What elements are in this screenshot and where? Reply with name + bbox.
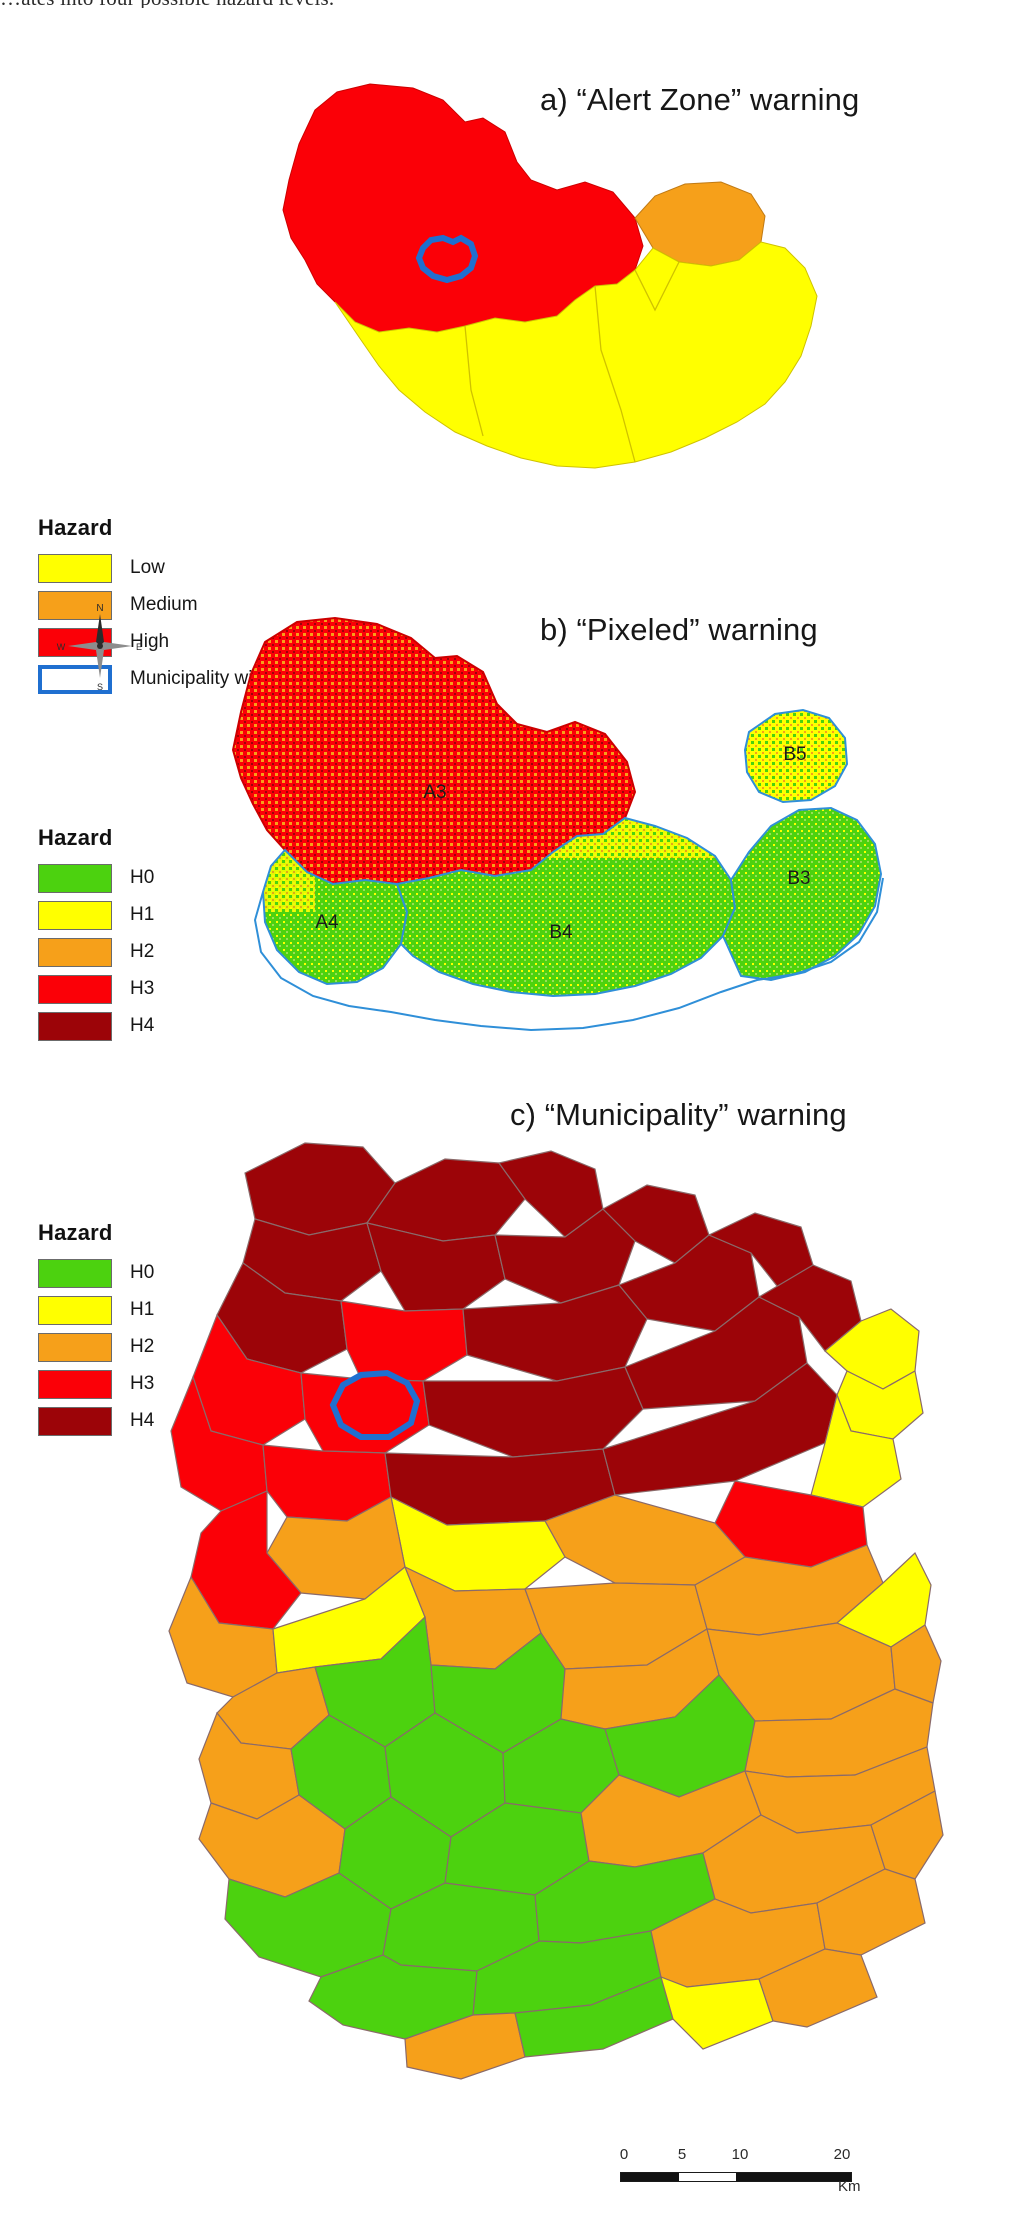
zone-b5-boundary bbox=[743, 708, 849, 804]
municipality-polygon bbox=[340, 1300, 468, 1382]
municipality-polygon bbox=[870, 1790, 944, 1880]
scale-bar-unit: Km bbox=[838, 2178, 861, 2195]
municipality-polygon bbox=[618, 1234, 760, 1332]
legend-label-h1-c: H1 bbox=[130, 1299, 155, 1320]
scale-seg-dark-1 bbox=[621, 2173, 679, 2181]
municipality-polygon bbox=[660, 1976, 774, 2050]
page-cut-text: …ates into four possible hazard levels. bbox=[0, 0, 1020, 8]
legend-label-high: High bbox=[130, 631, 170, 652]
zone-a4-boundary bbox=[261, 848, 409, 986]
zone-b3-boundary bbox=[721, 806, 883, 982]
zone-b3-fill bbox=[723, 808, 881, 980]
legend-label-h2: H2 bbox=[130, 941, 155, 962]
municipality-polygon bbox=[366, 1222, 506, 1312]
legend-item-h2: H2 bbox=[38, 935, 154, 969]
legend-item-h4-c: H4 bbox=[38, 1404, 154, 1438]
swatch-h1-c bbox=[38, 1295, 112, 1325]
municipality-polygon bbox=[422, 1366, 644, 1458]
legend-label-h1: H1 bbox=[130, 904, 155, 925]
swatch-low bbox=[38, 553, 112, 583]
scale-tick-10: 10 bbox=[731, 2146, 749, 2163]
legend-a-title: Hazard bbox=[38, 515, 113, 540]
swatch-h0-c bbox=[38, 1258, 112, 1288]
legend-label-h0-c: H0 bbox=[130, 1262, 155, 1283]
scale-bar: 0 5 10 20 Km bbox=[620, 2146, 870, 2208]
outer-boundary-b bbox=[253, 877, 884, 1032]
swatch-h2-c bbox=[38, 1332, 112, 1362]
zone-low-a bbox=[334, 241, 818, 469]
svg-text:S: S bbox=[97, 682, 103, 692]
legend-item-h1: H1 bbox=[38, 898, 154, 932]
scale-tick-5: 5 bbox=[677, 2146, 687, 2163]
map-alert-zone[interactable] bbox=[165, 70, 865, 540]
panel-pixeled: b) “Pixeled” warning N S E W bbox=[0, 590, 1020, 1060]
legend-municipality: Hazard H0 H1 H2 H3 H4 bbox=[38, 1220, 154, 1441]
svg-text:N: N bbox=[96, 603, 103, 614]
municipality-polygon bbox=[758, 1948, 878, 2028]
swatch-h4 bbox=[38, 1011, 112, 1041]
scale-tick-0: 0 bbox=[619, 2146, 629, 2163]
scale-seg-dark-2 bbox=[736, 2173, 851, 2181]
compass-rose-icon: N S E W bbox=[52, 598, 148, 694]
municipality-polygon bbox=[462, 1284, 648, 1382]
zone-label-b5: B5 bbox=[783, 744, 806, 765]
legend-item-h3-c: H3 bbox=[38, 1367, 154, 1401]
panel-a-title: a) “Alert Zone” warning bbox=[540, 82, 860, 117]
legend-item-h0-c: H0 bbox=[38, 1256, 154, 1290]
legend-item-low: Low bbox=[38, 551, 358, 585]
zone-label-b3: B3 bbox=[787, 868, 810, 889]
legend-item-h2-c: H2 bbox=[38, 1330, 154, 1364]
legend-label-h4-c: H4 bbox=[130, 1410, 155, 1431]
municipality-with-landslides-outline-c bbox=[329, 1369, 421, 1440]
legend-item-h0: H0 bbox=[38, 861, 154, 895]
map-pixeled[interactable]: A3 A4 B4 B3 B5 bbox=[135, 612, 925, 1057]
map-municipality[interactable] bbox=[95, 1113, 945, 2123]
legend-label-h0: H0 bbox=[130, 867, 155, 888]
legend-label-h3-c: H3 bbox=[130, 1373, 155, 1394]
zone-label-b4: B4 bbox=[549, 922, 573, 943]
legend-label-h3: H3 bbox=[130, 978, 155, 999]
swatch-h1 bbox=[38, 900, 112, 930]
svg-text:W: W bbox=[57, 642, 66, 652]
scale-bar-graphic bbox=[620, 2172, 852, 2182]
zone-label-a4: A4 bbox=[315, 912, 339, 933]
zone-division-lines-a bbox=[464, 261, 680, 463]
zone-label-a3: A3 bbox=[423, 782, 446, 803]
legend-label-h2-c: H2 bbox=[130, 1336, 155, 1357]
municipality-with-landslides-outline-a bbox=[415, 234, 479, 284]
legend-item-medium: Medium bbox=[38, 588, 358, 622]
legend-item-h1-c: H1 bbox=[38, 1293, 154, 1327]
legend-label-h4: H4 bbox=[130, 1015, 155, 1036]
panel-b-title: b) “Pixeled” warning bbox=[540, 612, 818, 647]
legend-pixeled: Hazard H0 H1 H2 H3 H4 bbox=[38, 825, 154, 1046]
legend-label-low: Low bbox=[130, 557, 165, 578]
municipality-polygon bbox=[494, 1208, 636, 1304]
scale-seg-light-1 bbox=[678, 2173, 736, 2181]
panel-alert-zone: a) “Alert Zone” warning Hazard Low Mediu… bbox=[0, 60, 1020, 694]
panel-c-title: c) “Municipality” warning bbox=[510, 1097, 847, 1132]
swatch-h3 bbox=[38, 974, 112, 1004]
swatch-medium bbox=[38, 590, 112, 620]
legend-b-title: Hazard bbox=[38, 825, 113, 850]
legend-c-title: Hazard bbox=[38, 1220, 113, 1245]
legend-label-medium: Medium bbox=[130, 594, 198, 615]
swatch-h4-c bbox=[38, 1406, 112, 1436]
zone-b5-fill bbox=[745, 710, 847, 802]
scale-tick-20: 20 bbox=[833, 2146, 851, 2163]
municipality-polygon bbox=[890, 1624, 942, 1704]
panel-municipality: c) “Municipality” warning bbox=[0, 1075, 1020, 2216]
legend-item-h3: H3 bbox=[38, 972, 154, 1006]
swatch-h3-c bbox=[38, 1369, 112, 1399]
municipality-polygon bbox=[810, 1393, 902, 1508]
swatch-h2 bbox=[38, 937, 112, 967]
swatch-h0 bbox=[38, 863, 112, 893]
legend-item-h4: H4 bbox=[38, 1009, 154, 1043]
svg-text:E: E bbox=[136, 642, 142, 652]
scale-bar-ticks: 0 5 10 20 bbox=[620, 2146, 870, 2168]
municipality-polygon bbox=[624, 1296, 808, 1410]
